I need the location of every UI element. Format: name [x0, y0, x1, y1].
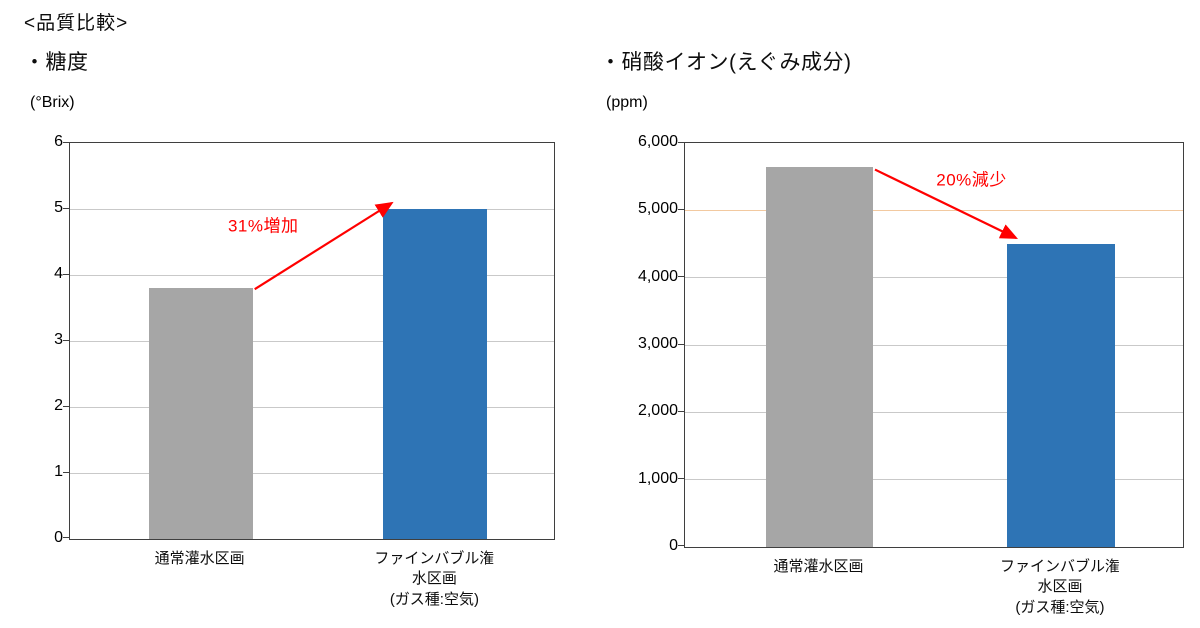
gridline	[685, 209, 1183, 211]
x-category-label: 通常灌水区画	[154, 550, 245, 567]
y-tick-mark	[63, 339, 69, 341]
bar-normal-irrigation	[765, 166, 873, 547]
bar-normal-irrigation	[148, 288, 253, 539]
annotation-label: 31%増加	[227, 216, 299, 236]
x-category-label: ファインバブル潅水区画 (ガス種:空気)	[999, 558, 1120, 616]
y-tick-mark	[63, 471, 69, 473]
y-axis: 0 1,000 2,000 3,000 4,000 5,000 6,000	[600, 133, 684, 554]
bar-fine-bubble-irrigation	[1007, 244, 1115, 547]
page-title: <品質比較>	[24, 13, 129, 34]
y-tick-mark	[63, 537, 69, 538]
y-tick-label: 0	[54, 529, 63, 546]
y-tick-label: 5	[54, 199, 63, 216]
y-tick-mark	[63, 207, 69, 209]
annotation-label: 20%減少	[936, 170, 1007, 190]
y-tick-mark	[63, 142, 69, 143]
y-axis-unit-label: (ppm)	[606, 94, 648, 111]
gridline	[685, 411, 1183, 413]
y-tick-mark	[678, 478, 684, 480]
y-tick-label: 6	[54, 133, 63, 150]
y-tick-label: 2,000	[637, 402, 678, 420]
bar-fine-bubble-irrigation	[383, 209, 488, 539]
y-tick-mark	[678, 208, 684, 210]
sugar-content-chart: ・糖度 (°Brix) 0 1 2 3 4 5 6 31%増加 通常灌水区画 ファインバブル潅…	[24, 50, 564, 608]
y-tick-label: 0	[669, 537, 678, 554]
plot-row: 0 1,000 2,000 3,000 4,000 5,000 6,000 20%減少	[600, 133, 1192, 554]
gridline	[70, 472, 554, 474]
y-tick-label: 3,000	[637, 335, 678, 352]
plot-area: 20%減少	[684, 142, 1184, 548]
y-tick-mark	[678, 410, 684, 412]
y-tick-mark	[678, 343, 684, 345]
y-tick-label: 2	[54, 397, 63, 414]
y-tick-label: 1,000	[637, 469, 678, 487]
y-tick-label: 4	[54, 265, 63, 282]
y-tick-mark	[678, 276, 684, 278]
x-axis-labels: 通常灌水区画 ファインバブル潅水区画 (ガス種:空気)	[69, 549, 555, 608]
gridline	[685, 277, 1183, 279]
y-tick-mark	[63, 273, 69, 275]
y-tick-mark	[678, 545, 684, 546]
y-axis-unit-label: (°Brix)	[30, 94, 75, 111]
gridline	[70, 340, 554, 342]
plot-area: 31%増加	[69, 142, 555, 540]
y-axis: 0 1 2 3 4 5 6	[24, 133, 69, 546]
y-tick-label: 1	[54, 463, 63, 480]
y-tick-mark	[63, 405, 69, 407]
x-category-label: ファインバブル潅水区画 (ガス種:空気)	[374, 550, 495, 608]
y-tick-mark	[678, 142, 684, 143]
plot-row: 0 1 2 3 4 5 6 31%増加	[24, 133, 564, 546]
y-tick-label: 3	[54, 331, 63, 348]
gridline	[685, 479, 1183, 481]
x-category-label: 通常灌水区画	[773, 558, 864, 575]
nitrate-ion-chart: ・硝酸イオン(えぐみ成分) (ppm) 0 1,000 2,000 3,000 4,00…	[600, 50, 1192, 616]
gridline	[70, 406, 554, 408]
x-axis-labels: 通常灌水区画 ファインバブル潅水区画 (ガス種:空気)	[684, 557, 1184, 616]
chart-title: ・硝酸イオン(えぐみ成分)	[600, 51, 852, 74]
y-tick-label: 5,000	[637, 200, 678, 218]
chart-title: ・糖度	[24, 51, 89, 74]
y-tick-label: 6,000	[637, 133, 678, 150]
gridline	[685, 344, 1183, 346]
y-tick-label: 4,000	[637, 267, 678, 285]
